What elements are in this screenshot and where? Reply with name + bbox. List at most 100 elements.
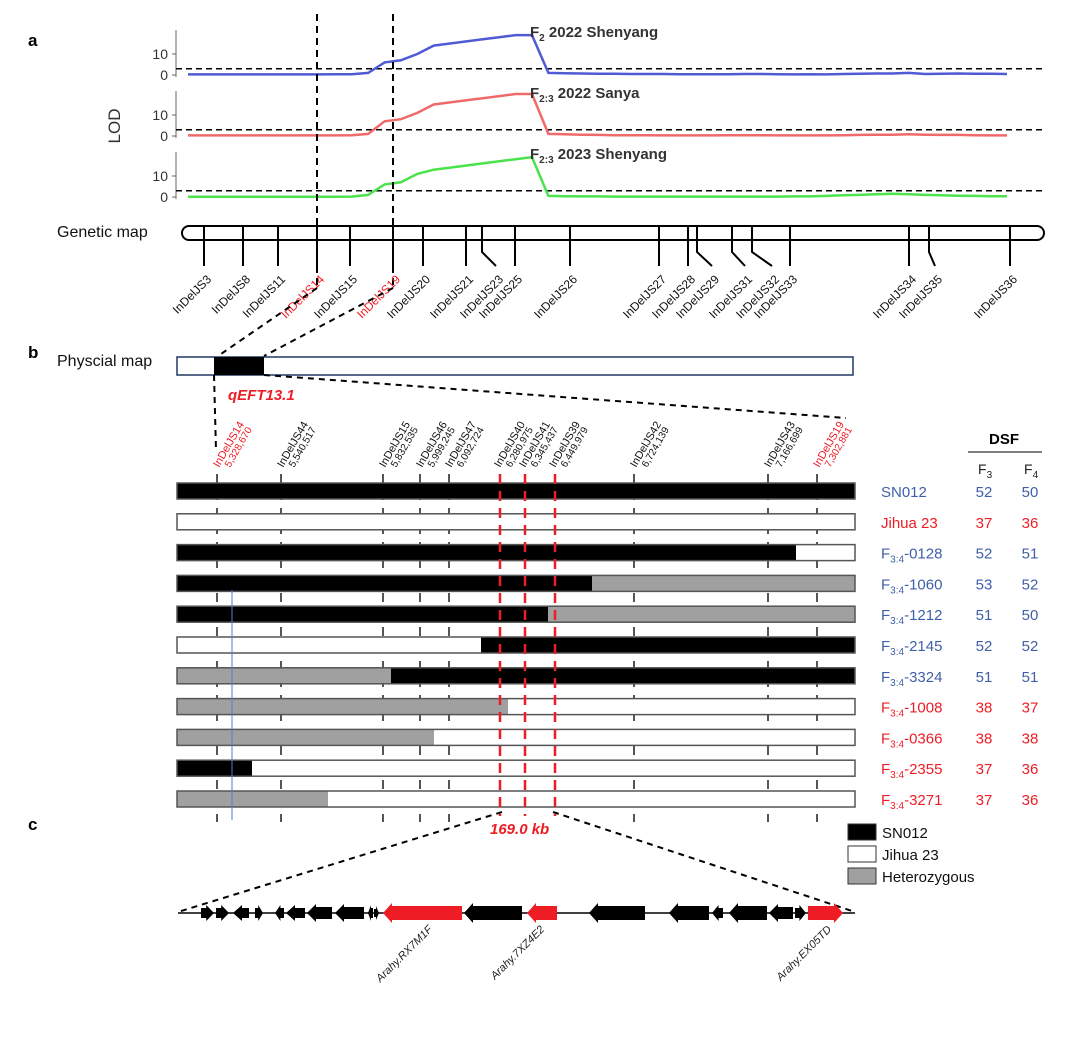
genotype-bar [176, 697, 856, 716]
genotype-bar-outline [176, 605, 856, 623]
genotype-bar [176, 513, 856, 531]
interval-size: 169.0 kb [490, 821, 549, 838]
title-sub: 2:3 [539, 155, 554, 166]
genetic-marker-tick [481, 226, 497, 267]
genotype-segment [177, 483, 855, 499]
genotype-segment [177, 575, 592, 592]
title-sub: 2:3 [539, 94, 554, 105]
dsf-row: F3:4-2355 37 36 [881, 761, 1038, 781]
line-name-sub: 3:4 [890, 555, 904, 566]
genotype-segment [177, 544, 796, 561]
genotype-bar [176, 790, 856, 808]
genotype-segment [434, 729, 855, 746]
genetic-marker-label: InDelJS26 [531, 272, 580, 321]
dsf-f3-value: 51 [976, 669, 993, 686]
connector-right [263, 287, 394, 357]
line-name: F3:4-1060 [881, 576, 942, 596]
legend-swatch [847, 845, 877, 863]
genotype-bar [176, 543, 856, 562]
gene-arrow [255, 905, 263, 921]
genotype-bar-outline [176, 697, 856, 716]
genotype-bar [176, 636, 856, 654]
line-name-prefix: F [881, 700, 890, 717]
genetic-map-label: Genetic map [57, 224, 148, 241]
gene-arrow [275, 905, 284, 921]
gene-label-7xz4e2: Arahy.7XZ4E2 [488, 924, 547, 983]
genotype-segment [177, 606, 548, 623]
line-name: F3:4-0366 [881, 730, 942, 750]
panel-label-c: c [28, 815, 37, 834]
lod-curve [188, 33, 1008, 76]
gene-arrow [383, 903, 462, 923]
title-rest: 2023 Shenyang [554, 146, 667, 163]
dsf-row: F3:4-0366 38 38 [881, 730, 1038, 750]
gene-model: Arahy.RX7M1F Arahy.7XZ4E2 Arahy.EX05TD [178, 903, 855, 985]
panel-label-b: b [28, 343, 38, 362]
gene-arrow [335, 904, 364, 922]
lod-track: 10 0 F2:3 2022 Sanya [152, 85, 1045, 144]
dsf-col-f4: F4 [1024, 461, 1039, 481]
dsf-f4-value: 37 [1022, 700, 1039, 717]
line-name-prefix: F [881, 792, 890, 809]
legend: SN012 Jihua 23 Heterozygous [847, 823, 975, 886]
dsf-f3-value: 37 [976, 792, 993, 809]
genetic-marker-label: InDelJS3 [170, 272, 215, 317]
genotype-bar [176, 482, 856, 500]
lod-track: 10 0 F2:3 2023 Shenyang [152, 146, 1045, 205]
lod-tick-label: 0 [160, 67, 168, 83]
dsf-row: F3:4-1008 38 37 [881, 700, 1038, 720]
line-name-sub: 3:4 [890, 678, 904, 689]
genotype-bar [176, 728, 856, 747]
genotype-segment [391, 667, 855, 684]
gene-arrow [712, 905, 723, 921]
genotype-segment [508, 698, 855, 715]
genotype-bar-outline [176, 759, 856, 777]
dsf-row: F3:4-0128 52 51 [881, 546, 1038, 566]
lod-curve [188, 92, 1007, 137]
gene-arrow [795, 905, 806, 921]
genotype-segment [177, 698, 508, 715]
legend-swatch [847, 823, 877, 841]
genotype-segment [177, 729, 434, 746]
dsf-f4-value: 51 [1022, 669, 1039, 686]
legend-label: Jihua 23 [882, 847, 939, 864]
line-name-main: -2355 [904, 761, 942, 778]
genotype-bar-outline [176, 482, 856, 500]
genotype-bar [176, 759, 856, 777]
line-name-main: -3324 [904, 669, 942, 686]
line-name-prefix: F [881, 730, 890, 747]
physical-map-label: Physcial map [57, 353, 152, 370]
dsf-f4-value: 52 [1022, 638, 1039, 655]
gene-arrow [527, 903, 557, 923]
gene-arrow [216, 905, 229, 921]
dsf-row: F3:4-1060 53 52 [881, 576, 1038, 596]
genotype-segment [328, 791, 855, 807]
zoom-connector-right [263, 374, 847, 419]
gene-arrow [201, 905, 214, 921]
dsf-f4-value: 50 [1022, 607, 1039, 624]
genotype-segment [796, 544, 855, 561]
legend-swatch [847, 867, 877, 885]
genetic-marker-tick [751, 226, 773, 267]
title-main: F [530, 146, 539, 163]
dsf-f4-value: 36 [1022, 761, 1039, 778]
line-name-main: -0128 [904, 546, 942, 563]
genotype-bar [176, 605, 856, 623]
dsf-f4-value: 38 [1022, 730, 1039, 747]
line-name: F3:4-3324 [881, 669, 942, 689]
genetic-marker-tick [696, 226, 713, 267]
genotype-bar-outline [176, 728, 856, 747]
lod-axis-label: LOD [105, 109, 124, 144]
genotype-segment [177, 760, 252, 777]
physical-map-bar [176, 356, 854, 376]
dsf-col-f3-sub: 3 [987, 470, 993, 481]
dsf-f3-value: 52 [976, 484, 993, 501]
line-name: Jihua 23 [881, 515, 938, 532]
lod-tick-label: 10 [152, 168, 168, 184]
line-name-main: -3271 [904, 792, 942, 809]
line-name: F3:4-3271 [881, 792, 942, 812]
gene-zoom-right [552, 811, 856, 913]
